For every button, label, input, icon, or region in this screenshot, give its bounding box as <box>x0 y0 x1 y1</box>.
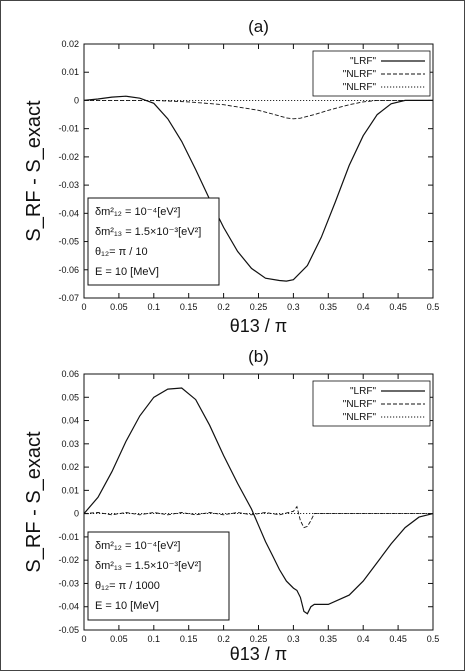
param-text: δm²₁₂ = 10⁻⁴[eV²] <box>95 206 180 218</box>
param-text: δm²₁₃ = 1.5×10⁻³[eV²] <box>95 560 201 572</box>
param-text: θ₁₂= π / 1000 <box>95 580 160 592</box>
params-box <box>87 531 230 621</box>
legend-box <box>312 380 431 427</box>
y-tick-label: -0.05 <box>58 625 79 635</box>
y-tick-label: -0.07 <box>58 293 79 303</box>
series-line-solid <box>83 95 433 282</box>
x-tick-label: 0.3 <box>287 634 300 644</box>
y-tick-label: -0.03 <box>58 180 79 190</box>
x-tick-label: 0.3 <box>287 302 300 312</box>
y-tick-label: 0.01 <box>61 67 79 77</box>
y-tick-label: 0.02 <box>61 462 79 472</box>
param-text: δm²₁₂ = 10⁻⁴[eV²] <box>95 540 180 552</box>
x-tick-label: 0 <box>81 634 86 644</box>
y-tick-label: 0.04 <box>61 416 79 426</box>
x-tick-label: 0.05 <box>110 634 128 644</box>
x-tick-label: 0.1 <box>148 302 161 312</box>
y-tick-label: -0.02 <box>58 555 79 565</box>
y-tick-label: -0.02 <box>58 152 79 162</box>
series-line-solid <box>83 387 434 615</box>
x-tick-label: 0.5 <box>427 634 440 644</box>
x-tick-label: 0.1 <box>148 634 161 644</box>
y-tick-label: -0.04 <box>58 208 79 218</box>
y-tick-label: -0.06 <box>58 265 79 275</box>
param-text: δm²₁₃ = 1.5×10⁻³[eV²] <box>95 226 201 238</box>
y-tick-label: -0.01 <box>58 532 79 542</box>
x-tick-label: 0.4 <box>357 634 370 644</box>
y-tick-label: 0.05 <box>61 392 79 402</box>
panel-label: (a) <box>248 17 269 36</box>
y-tick-label: -0.01 <box>58 124 79 134</box>
y-tick-label: 0 <box>74 95 79 105</box>
legend-label: "LRF" <box>350 386 376 397</box>
x-tick-label: 0.25 <box>250 302 268 312</box>
legend-box <box>312 50 431 97</box>
x-tick-label: 0.15 <box>180 634 198 644</box>
y-tick-label: 0 <box>74 509 79 519</box>
legend-label: "LRF" <box>350 56 376 67</box>
legend-label: "NLRF" <box>343 399 377 410</box>
y-axis-label: S_RF - S_exact <box>23 431 45 573</box>
y-tick-label: -0.03 <box>58 578 79 588</box>
legend-label: "NLRF" <box>343 82 377 93</box>
x-tick-label: 0.05 <box>110 302 128 312</box>
param-text: θ₁₂= π / 10 <box>95 246 148 258</box>
y-tick-label: 0.06 <box>61 369 79 379</box>
param-text: E = 10 [MeV] <box>95 266 159 278</box>
x-tick-label: 0.2 <box>217 634 230 644</box>
x-tick-label: 0.45 <box>389 302 407 312</box>
panel-label: (b) <box>248 347 269 366</box>
x-tick-label: 0.35 <box>320 634 338 644</box>
y-tick-label: -0.04 <box>58 602 79 612</box>
series-line-dashed <box>84 99 433 120</box>
x-axis-label: θ13 / π <box>230 644 287 664</box>
x-tick-label: 0.25 <box>250 634 268 644</box>
legend-label: "NLRF" <box>343 69 377 80</box>
x-tick-label: 0.35 <box>320 302 338 312</box>
params-box <box>87 197 220 286</box>
y-tick-label: 0.02 <box>61 39 79 49</box>
x-tick-label: 0.4 <box>357 302 370 312</box>
legend-label: "NLRF" <box>343 412 377 423</box>
x-tick-label: 0.2 <box>217 302 230 312</box>
y-tick-label: 0.01 <box>61 485 79 495</box>
param-text: E = 10 [MeV] <box>95 600 159 612</box>
y-tick-label: 0.03 <box>61 439 79 449</box>
x-tick-label: 0 <box>81 302 86 312</box>
y-tick-label: -0.05 <box>58 237 79 247</box>
y-axis-label: S_RF - S_exact <box>23 100 45 242</box>
x-tick-label: 0.15 <box>180 302 198 312</box>
x-tick-label: 0.5 <box>427 302 440 312</box>
x-axis-label: θ13 / π <box>230 316 287 336</box>
x-tick-label: 0.45 <box>389 634 407 644</box>
panel-a: 0 0.05 0.1 0.15 0.2 0.25 0.3 0.35 0.4 0.45 0.5 0.02… <box>23 17 439 336</box>
panel-b: 0 0.05 0.1 0.15 0.2 0.25 0.3 0.35 0.4 0.45 0.5 0.06… <box>23 347 439 664</box>
